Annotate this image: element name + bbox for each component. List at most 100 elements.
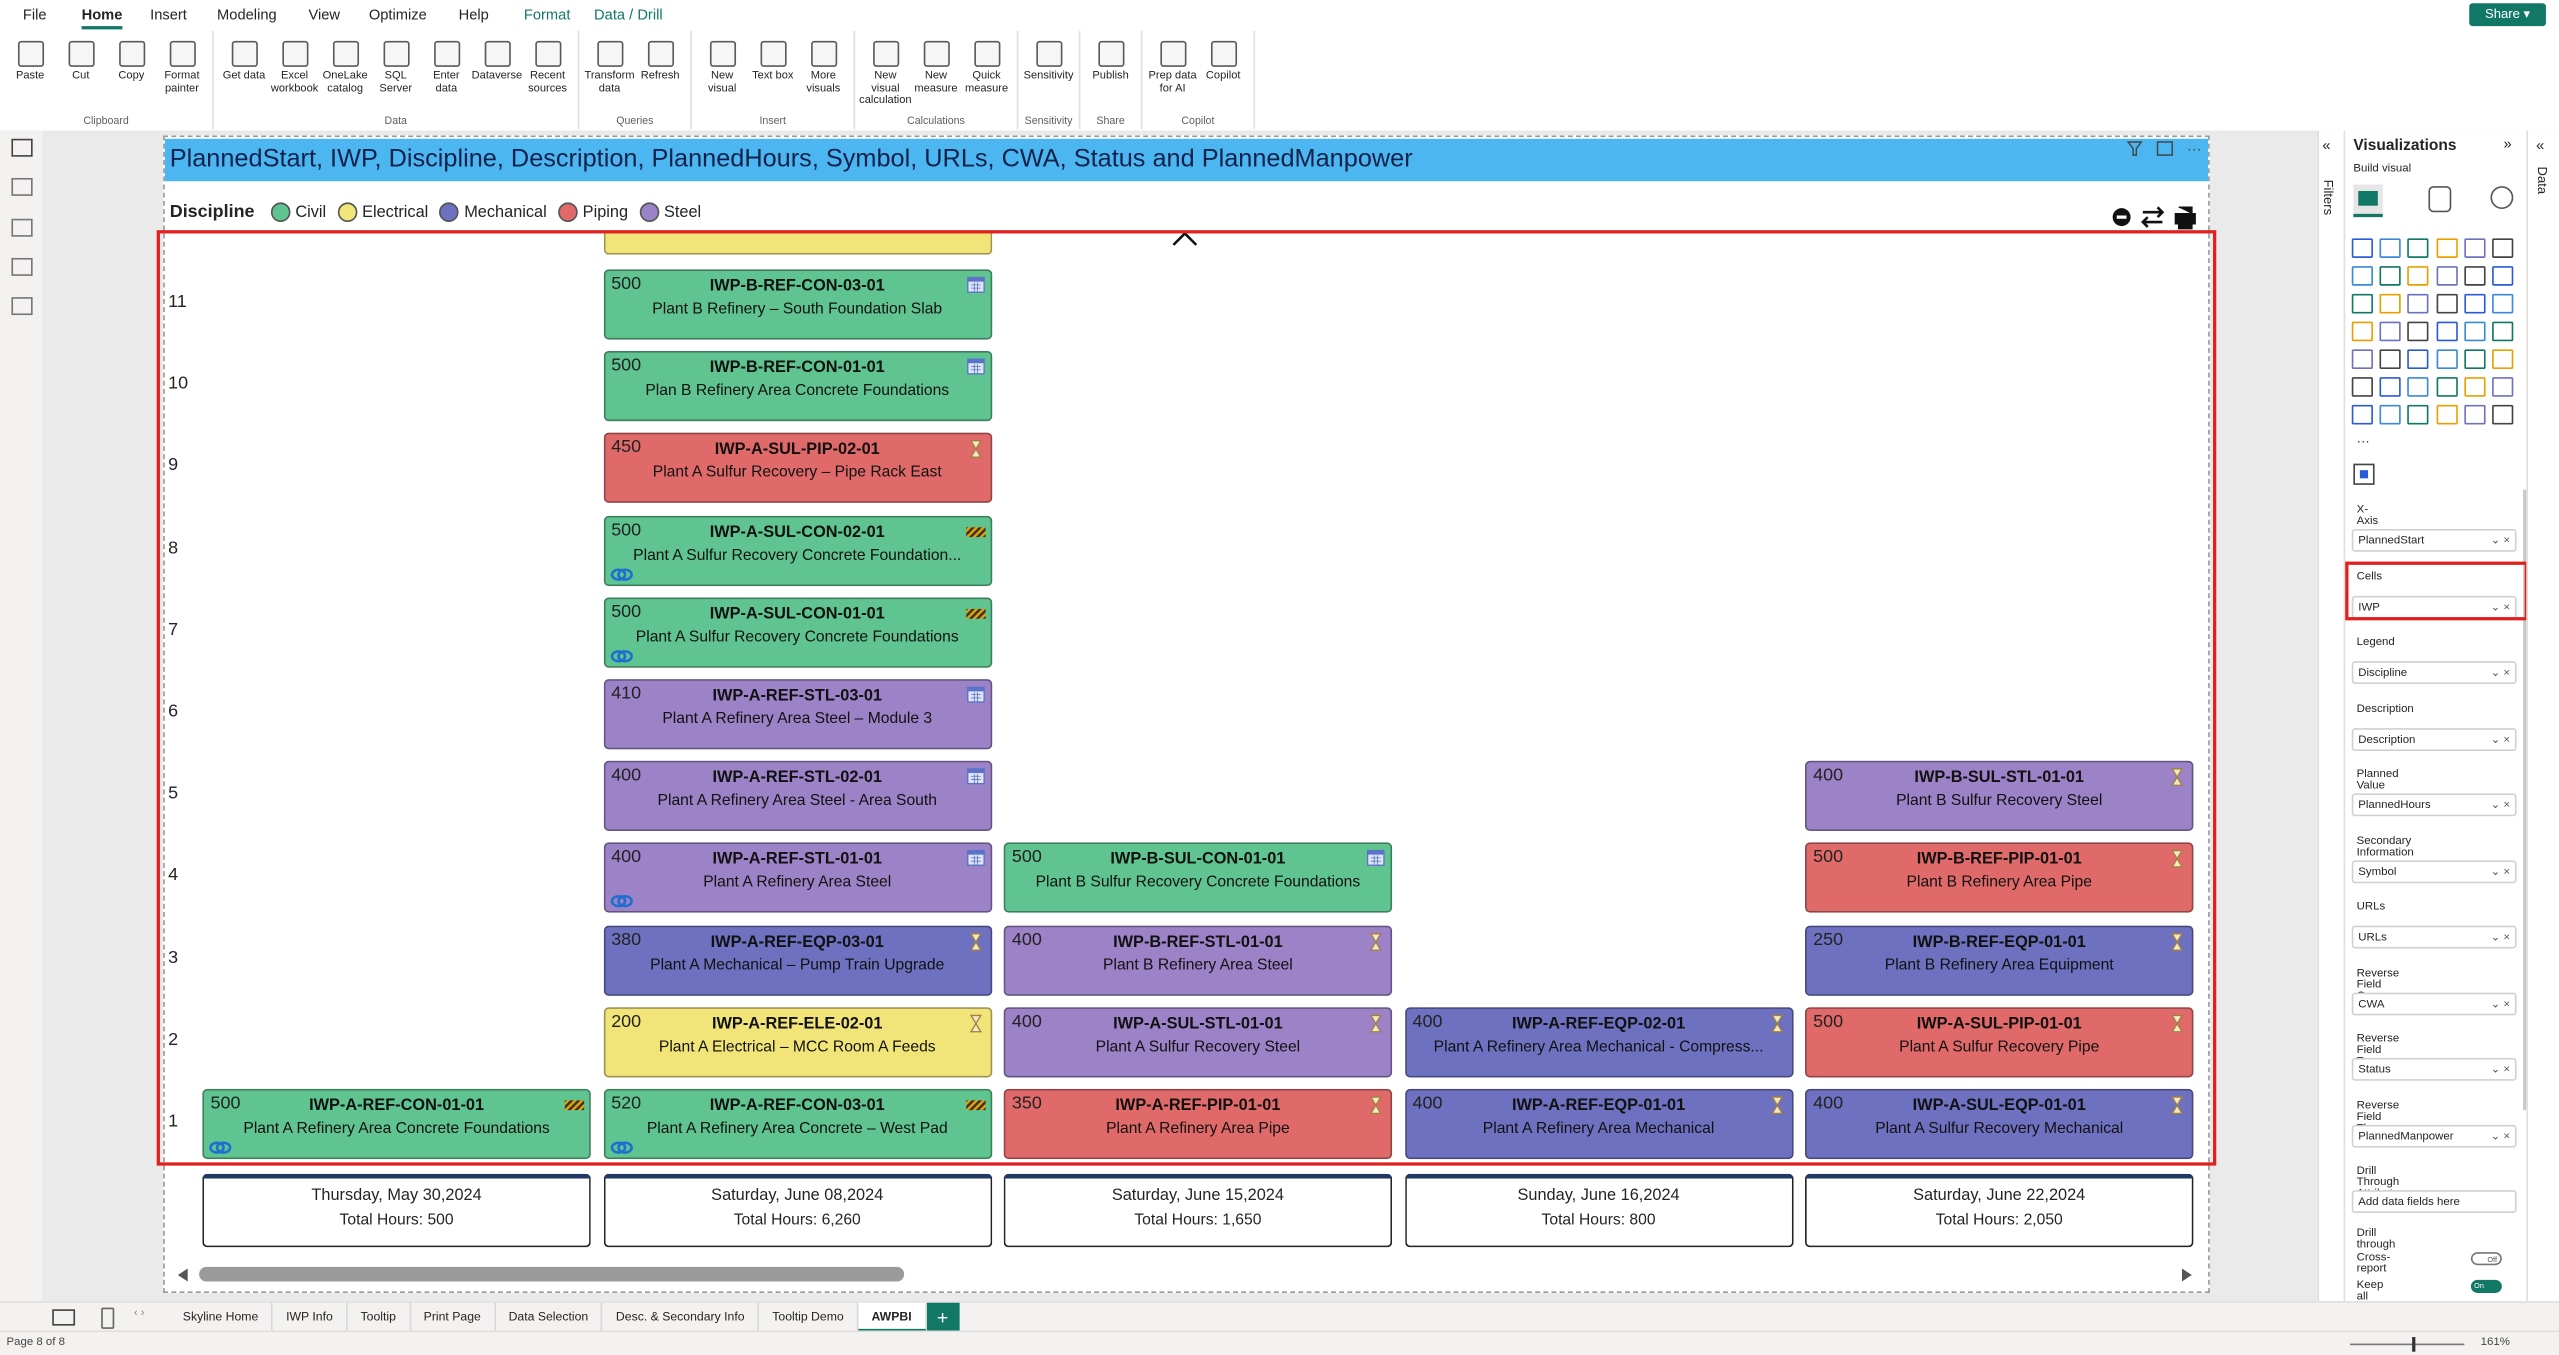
visual-type-icon[interactable] — [2464, 266, 2486, 286]
iwp-cell[interactable]: 500 IWP-A-SUL-CON-01-01 Plant A Sulfur Rec… — [603, 597, 992, 668]
iwp-cell[interactable]: 400 IWP-A-SUL-EQP-01-01 Plant A Sulfur Rec… — [1805, 1088, 2194, 1160]
report-view-icon[interactable] — [11, 138, 33, 157]
ribbon-button[interactable]: New visual — [697, 34, 748, 129]
ribbon-button[interactable]: Paste — [5, 34, 56, 129]
visual-type-icon[interactable] — [2492, 266, 2514, 286]
pane-scrollbar[interactable] — [2523, 489, 2527, 1111]
zoom-thumb[interactable] — [2412, 1337, 2416, 1352]
iwp-cell[interactable]: 500 IWP-B-SUL-CON-01-01 Plant B Sulfur Rec… — [1003, 843, 1393, 914]
menu-tab[interactable]: Help — [458, 6, 489, 23]
table-view-icon[interactable] — [11, 177, 33, 196]
iwp-cell[interactable]: 500 IWP-B-REF-CON-03-01 Plant B Refinery –… — [603, 269, 992, 340]
visual-type-icon[interactable] — [2435, 321, 2458, 342]
new-page-button[interactable]: + — [926, 1302, 959, 1333]
ribbon-button[interactable]: Excel workbook — [269, 34, 320, 129]
visual-type-icon[interactable] — [2435, 238, 2458, 258]
desktop-view-icon[interactable] — [52, 1309, 76, 1326]
visual-type-icon[interactable] — [2435, 404, 2458, 425]
ribbon-button[interactable]: Sensitivity — [1023, 34, 1074, 129]
visual-type-icon[interactable] — [2379, 377, 2402, 397]
page-tab[interactable]: Data Selection — [496, 1302, 603, 1333]
visual-type-icon[interactable] — [2435, 293, 2458, 314]
ribbon-button[interactable]: Enter data — [421, 34, 472, 129]
visual-type-icon[interactable] — [2379, 293, 2402, 314]
iwp-cell[interactable]: 380 IWP-A-REF-EQP-03-01 Plant A Mechanical… — [603, 924, 992, 996]
iwp-cell[interactable]: 400 IWP-A-REF-STL-02-01 Plant A Refinery A… — [603, 761, 992, 832]
field-well[interactable]: PlannedStart ⌄ × — [2351, 528, 2517, 552]
ribbon-button[interactable]: Refresh — [635, 34, 686, 129]
data-pane[interactable]: « Data — [2526, 130, 2559, 1302]
visual-type-icon[interactable] — [2464, 293, 2486, 314]
field-actions[interactable]: ⌄ × — [2490, 1064, 2511, 1076]
menu-tab[interactable]: Home — [81, 7, 123, 30]
field-actions[interactable]: ⌄ × — [2490, 667, 2511, 680]
zoom-slider[interactable] — [2350, 1343, 2465, 1346]
iwp-cell[interactable]: 400 IWP-A-SUL-STL-01-01 Plant A Sulfur Rec… — [1003, 1006, 1393, 1078]
swap-icon[interactable] — [2140, 206, 2165, 228]
visual-type-icon[interactable] — [2351, 266, 2373, 286]
print-icon[interactable] — [2174, 206, 2196, 230]
filters-pane[interactable]: « Filters — [2317, 130, 2346, 1302]
field-well[interactable]: PlannedHours ⌄ × — [2351, 793, 2517, 817]
ribbon-button[interactable]: Prep data for AI — [1147, 34, 1198, 129]
more-options-icon[interactable]: ··· — [2187, 141, 2202, 157]
field-well[interactable]: Description ⌄ × — [2351, 727, 2517, 751]
tab-scroll-arrows[interactable]: ‹ › — [133, 1307, 145, 1320]
iwp-cell[interactable]: 400 IWP-B-SUL-STL-01-01 Plant B Sulfur Rec… — [1805, 761, 2194, 832]
field-actions[interactable]: ⌄ × — [2490, 1130, 2511, 1142]
visual-type-icon[interactable] — [2379, 238, 2402, 258]
menu-tab[interactable]: Insert — [150, 6, 187, 23]
visual-type-icon[interactable] — [2407, 404, 2430, 425]
dax-view-icon[interactable] — [11, 257, 33, 276]
field-actions[interactable]: ⌄ × — [2490, 932, 2511, 944]
menu-tab[interactable]: File — [22, 6, 47, 23]
analytics-tab[interactable] — [2490, 186, 2514, 209]
ribbon-button[interactable]: Publish — [1085, 34, 1136, 129]
ribbon-button[interactable]: Recent sources — [522, 34, 573, 129]
ribbon-button[interactable]: New visual calculation — [859, 34, 912, 129]
ribbon-button[interactable]: Text box — [747, 34, 798, 129]
iwp-cell[interactable]: 500 IWP-A-REF-CON-01-01 Plant A Refinery A… — [202, 1088, 591, 1160]
field-well[interactable]: Status ⌄ × — [2351, 1057, 2517, 1081]
more-visuals[interactable]: ··· — [2356, 434, 2370, 449]
iwp-cell[interactable]: 450 IWP-A-SUL-PIP-02-01 Plant A Sulfur Rec… — [603, 433, 992, 504]
link-icon[interactable] — [609, 566, 633, 582]
focus-icon[interactable] — [2156, 141, 2173, 156]
visual-type-icon[interactable] — [2464, 377, 2486, 397]
format-tab[interactable] — [2428, 186, 2452, 213]
link-icon[interactable] — [609, 648, 633, 664]
iwp-cell[interactable]: 410 IWP-A-REF-STL-03-01 Plant A Refinery A… — [603, 679, 992, 750]
page-tab[interactable]: Print Page — [411, 1302, 496, 1333]
cross-report-toggle[interactable]: Off — [2470, 1252, 2502, 1266]
ribbon-button[interactable]: OneLake catalog — [320, 34, 371, 129]
field-well[interactable]: CWA ⌄ × — [2351, 991, 2517, 1015]
page-tab[interactable]: AWPBI — [858, 1302, 927, 1333]
visual-type-icon[interactable] — [2492, 349, 2514, 369]
visual-type-icon[interactable] — [2407, 293, 2430, 314]
horizontal-scrollbar[interactable] — [170, 1265, 2202, 1285]
ribbon-button[interactable]: New measure — [911, 34, 962, 129]
link-icon[interactable] — [609, 894, 633, 910]
iwp-cell[interactable]: 500 IWP-B-REF-CON-01-01 Plan B Refinery Ar… — [603, 351, 992, 422]
field-well[interactable]: PlannedManpower ⌄ × — [2351, 1123, 2517, 1147]
visual-type-icon[interactable] — [2407, 377, 2430, 397]
custom-visual-icon[interactable] — [2353, 463, 2375, 485]
visual-type-icon[interactable] — [2351, 293, 2373, 314]
ribbon-button[interactable]: Format painter — [157, 34, 208, 129]
ribbon-button[interactable]: Get data — [219, 34, 270, 129]
ribbon-button[interactable]: Cut — [55, 34, 106, 129]
ribbon-button[interactable]: Copilot — [1198, 34, 1249, 129]
visual-type-icon[interactable] — [2351, 349, 2373, 369]
ribbon-button[interactable]: Copy — [106, 34, 157, 129]
iwp-cell[interactable]: 200 IWP-A-REF-ELE-02-01 Plant A Electrical… — [603, 1006, 992, 1078]
ribbon-button[interactable]: More visuals — [798, 34, 849, 129]
iwp-cell[interactable]: 400 IWP-A-REF-EQP-01-01 Plant A Refinery A… — [1404, 1088, 1793, 1160]
visual-type-icon[interactable] — [2492, 293, 2514, 314]
collapse-icon[interactable]: « — [2322, 137, 2331, 154]
ribbon-button[interactable]: SQL Server — [370, 34, 421, 129]
link-icon[interactable] — [209, 1140, 232, 1156]
visual-type-icon[interactable] — [2379, 349, 2402, 369]
visual-type-icon[interactable] — [2464, 349, 2486, 369]
visual-type-icon[interactable] — [2435, 349, 2458, 369]
iwp-cell[interactable]: 400 IWP-A-REF-EQP-02-01 Plant A Refinery A… — [1404, 1006, 1793, 1078]
